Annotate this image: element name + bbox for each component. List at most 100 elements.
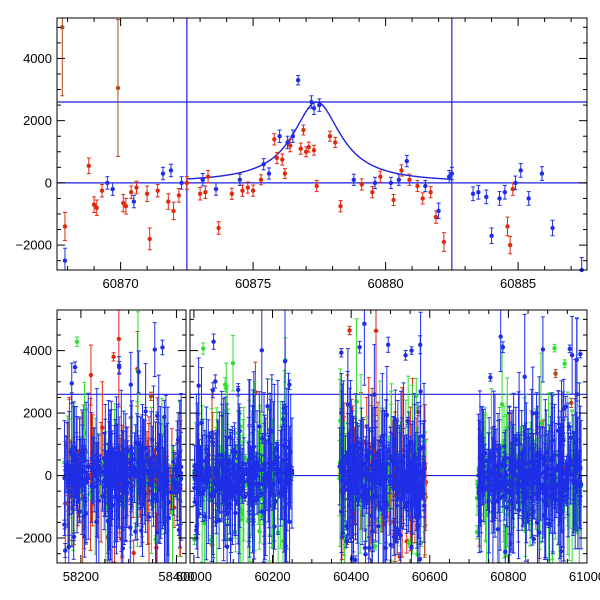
bottom-point-blue <box>114 447 120 458</box>
top-point-blue-3 <box>131 194 137 209</box>
top-point-blue-38 <box>550 219 555 237</box>
top-point-red-19 <box>203 185 208 199</box>
top-ytick-label: −2000 <box>15 238 52 253</box>
top-point-red-0 <box>60 18 65 97</box>
top-point-red-12 <box>147 227 152 251</box>
bottom-xtick-label: 60800 <box>490 569 526 584</box>
top-point-red-38 <box>327 130 333 142</box>
top-point-red-43 <box>378 170 383 183</box>
top-point-red-26 <box>258 174 264 186</box>
top-ytick-label: 4000 <box>23 51 52 66</box>
bottom-point-blue <box>75 458 80 478</box>
top-point-blue-15 <box>295 75 301 86</box>
top-point-blue-30 <box>484 189 489 205</box>
top-point-blue-37 <box>539 166 545 181</box>
bottom-point-blue <box>154 459 160 563</box>
bottom-point-blue <box>147 450 152 476</box>
top-point-blue-0 <box>62 247 68 270</box>
bottom-point-blue <box>65 460 70 472</box>
top-point-red-51 <box>441 232 447 252</box>
bottom-point-blue <box>160 339 165 356</box>
bottom-point-blue <box>177 452 183 501</box>
bottom-point-blue <box>98 468 103 478</box>
top-point-red-35 <box>306 141 311 153</box>
bottom-point-blue <box>120 525 126 563</box>
top-point-blue-13 <box>285 135 290 150</box>
top-point-red-3 <box>91 196 97 213</box>
bottom-point-blue <box>122 447 127 470</box>
bottom-point-blue <box>96 434 102 563</box>
bottom-point-blue <box>141 468 147 525</box>
bottom-point-blue <box>62 420 67 537</box>
top-point-blue-24 <box>423 179 428 193</box>
top-point-blue-18 <box>317 98 322 112</box>
bottom-point-blue <box>161 447 166 527</box>
top-point-red-16 <box>176 187 182 203</box>
bottom-point-blue <box>143 363 148 533</box>
bottom-point-blue <box>62 519 67 530</box>
bottom-point-blue <box>146 512 152 522</box>
top-xtick-label: 60875 <box>235 276 271 291</box>
top-point-blue-27 <box>436 202 441 220</box>
top-point-red-4 <box>94 199 99 217</box>
top-point-red-45 <box>399 164 404 177</box>
bottom-point-blue <box>105 450 111 563</box>
bottom-point-blue <box>176 523 182 537</box>
top-point-red-31 <box>288 138 293 153</box>
top-point-blue-10 <box>261 158 266 171</box>
top-ytick-label: 0 <box>45 175 52 190</box>
top-point-blue-9 <box>237 173 243 186</box>
bottom-point-red <box>148 391 154 401</box>
top-point-red-29 <box>280 153 285 166</box>
top-point-red-32 <box>298 142 303 155</box>
top-point-red-21 <box>216 221 221 235</box>
bottom-point-blue <box>153 456 159 469</box>
top-point-red-33 <box>301 124 306 136</box>
top-point-red-42 <box>370 186 375 199</box>
top-point-red-14 <box>166 193 171 210</box>
top-point-red-41 <box>359 178 364 191</box>
top-point-blue-8 <box>213 182 219 196</box>
top-point-red-48 <box>420 192 425 205</box>
top-point-blue-11 <box>266 167 272 180</box>
top-point-red-25 <box>250 184 256 197</box>
bottom-panel: 5820058400600006020060400606006080061000… <box>15 309 600 584</box>
bottom-point-red <box>111 352 116 362</box>
top-point-blue-16 <box>309 95 314 109</box>
top-point-blue-12 <box>277 129 282 143</box>
top-point-blue-6 <box>179 176 184 190</box>
bottom-point-blue <box>72 361 78 373</box>
top-point-blue-35 <box>518 163 523 178</box>
bottom-point-blue <box>133 466 138 478</box>
top-point-red-10 <box>134 180 139 195</box>
top-point-blue-5 <box>168 163 174 178</box>
top-point-blue-31 <box>489 227 494 245</box>
bottom-point-blue <box>171 451 176 516</box>
top-point-blue-28 <box>470 186 476 202</box>
bottom-point-blue <box>148 411 154 506</box>
top-point-red-40 <box>338 200 343 213</box>
bottom-point-blue <box>109 400 114 527</box>
top-point-red-2 <box>86 157 92 175</box>
top-point-red-13 <box>155 183 160 198</box>
top-point-blue-25 <box>447 169 452 184</box>
top-point-red-5 <box>99 183 105 198</box>
top-point-blue-7 <box>200 173 205 187</box>
top-point-red-6 <box>115 19 121 157</box>
bottom-ytick-label: 4000 <box>23 343 52 358</box>
bottom-point-blue <box>136 350 141 394</box>
top-point-red-46 <box>407 173 412 186</box>
top-point-blue-19 <box>351 173 356 186</box>
top-point-red-1 <box>62 211 68 241</box>
bottom-point-blue <box>117 360 122 374</box>
bottom-point-blue <box>160 491 166 500</box>
top-point-red-47 <box>415 179 420 193</box>
bottom-ytick-label: 2000 <box>23 406 52 421</box>
top-point-red-49 <box>428 186 433 199</box>
top-point-red-18 <box>197 187 203 201</box>
bottom-point-blue <box>62 543 68 559</box>
top-panel: 60870 60875 60880 60885 −2000 0 2000 4000 <box>15 17 588 291</box>
top-point-red-54 <box>507 235 513 255</box>
top-point-red-24 <box>245 181 250 194</box>
bottom-point-blue <box>69 362 74 404</box>
